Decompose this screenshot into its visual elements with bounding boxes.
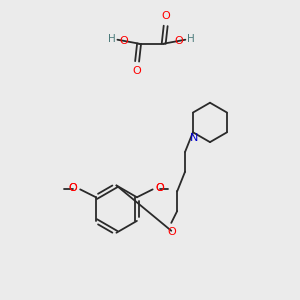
Text: O: O — [161, 11, 170, 21]
Text: O: O — [156, 183, 164, 194]
Text: H: H — [188, 34, 195, 44]
Text: O: O — [167, 227, 176, 237]
Text: O: O — [156, 183, 164, 194]
Text: methoxy: methoxy — [58, 189, 64, 190]
Text: O: O — [119, 36, 128, 46]
Text: O: O — [68, 183, 77, 194]
Text: methoxy: methoxy — [12, 184, 55, 194]
Text: O: O — [133, 66, 142, 76]
Text: O: O — [175, 36, 183, 46]
Text: O: O — [68, 183, 77, 194]
Text: N: N — [190, 133, 198, 143]
Text: H: H — [108, 34, 116, 44]
Text: methoxy: methoxy — [43, 184, 82, 193]
